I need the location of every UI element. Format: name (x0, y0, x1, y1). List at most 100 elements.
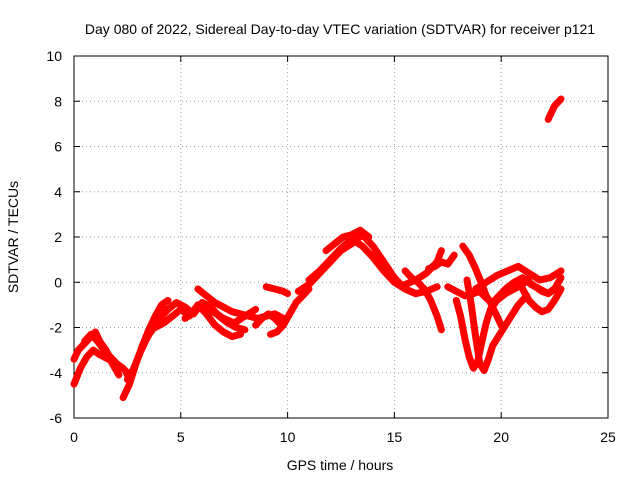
data-point (177, 306, 184, 313)
data-point (107, 353, 114, 360)
data-point (81, 338, 88, 345)
data-point (536, 276, 543, 283)
data-point (113, 360, 120, 367)
data-point (124, 376, 131, 383)
data-point (481, 367, 488, 374)
data-point (412, 290, 419, 297)
data-point (434, 313, 441, 320)
data-point (229, 333, 236, 340)
data-point (547, 111, 554, 118)
data-point (551, 297, 558, 304)
y-tick-label: 2 (54, 229, 62, 245)
data-point (229, 308, 236, 315)
data-point (444, 261, 451, 268)
data-point (498, 329, 505, 336)
data-point (511, 286, 518, 293)
data-point (233, 324, 240, 331)
series-trace-k (267, 285, 313, 338)
data-point (427, 297, 434, 304)
data-point (489, 342, 496, 349)
data-point (160, 319, 167, 326)
data-point (483, 319, 490, 326)
data-point (506, 315, 513, 322)
axis-ticks: 0 5 10 15 20 25 -6 -4 -2 0 2 4 6 8 10 (46, 48, 616, 445)
series-trace-r (425, 251, 458, 273)
data-point (130, 365, 137, 372)
data-point (357, 227, 364, 234)
series-trace-z (544, 95, 565, 123)
x-tick-label: 5 (177, 429, 185, 445)
data-point (466, 252, 473, 259)
data-point (493, 297, 500, 304)
data-point (280, 288, 287, 295)
data-point (478, 338, 485, 345)
data-point (115, 372, 122, 379)
data-point (525, 297, 532, 304)
data-point (224, 319, 231, 326)
x-axis-label: GPS time / hours (287, 457, 394, 473)
data-point (483, 279, 490, 286)
data-point (299, 292, 306, 299)
data-point (545, 306, 552, 313)
data-point (96, 351, 103, 358)
y-tick-label: 4 (54, 184, 62, 200)
data-point (90, 347, 97, 354)
data-point (545, 290, 552, 297)
data-point (549, 107, 556, 114)
data-point (485, 356, 492, 363)
x-tick-label: 15 (387, 429, 403, 445)
y-tick-label: -2 (50, 320, 63, 336)
data-point (425, 265, 432, 272)
series-trace-w (472, 262, 565, 293)
data-point (472, 265, 479, 272)
series-trace (452, 272, 535, 372)
data-point (538, 308, 545, 315)
data-point (241, 326, 248, 333)
data-point (75, 347, 82, 354)
data-point (94, 338, 101, 345)
data-point (211, 299, 218, 306)
data-point (457, 313, 464, 320)
x-tick-label: 20 (493, 429, 509, 445)
series-trace-h (181, 299, 249, 334)
series-trace-o (322, 226, 373, 255)
data-point (286, 310, 293, 317)
data-point (558, 95, 565, 102)
data-point (203, 292, 210, 299)
data-point (252, 306, 259, 313)
data-point (459, 243, 466, 250)
y-axis-label: SDTVAR / TECUs (5, 181, 21, 293)
data-point (438, 247, 445, 254)
series-trace (262, 283, 292, 298)
data-point (71, 381, 77, 388)
series-trace-q (401, 267, 445, 334)
data-point (77, 365, 84, 372)
data-point (271, 286, 278, 293)
series-trace (459, 242, 505, 329)
data-point (434, 283, 441, 290)
x-tick-label: 25 (600, 429, 616, 445)
data-point (525, 279, 532, 286)
data-point (340, 234, 347, 240)
data-point (199, 299, 206, 306)
series-trace (401, 267, 445, 334)
data-point (515, 263, 522, 270)
data-point (211, 322, 218, 329)
data-point (519, 286, 526, 293)
data-point (237, 331, 244, 338)
data-point (359, 243, 366, 250)
data-point (220, 329, 227, 336)
data-point (338, 245, 344, 252)
data-point (323, 247, 330, 254)
data-point (408, 274, 415, 281)
data-point (525, 270, 532, 277)
series-trace-x (519, 285, 565, 316)
data-point (71, 356, 77, 363)
data-point (532, 283, 539, 290)
data-point (438, 326, 445, 333)
data-point (502, 290, 509, 297)
data-point (164, 306, 171, 313)
series-layer (70, 95, 565, 402)
data-point (305, 276, 312, 283)
data-point (265, 310, 272, 317)
